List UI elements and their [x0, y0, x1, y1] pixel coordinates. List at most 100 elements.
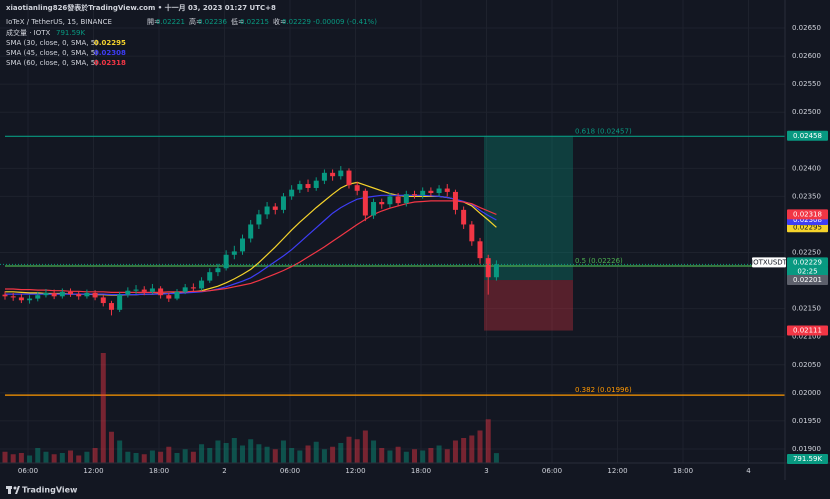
candle-body — [2, 294, 8, 297]
volume-bar — [346, 436, 352, 463]
volume-bar — [68, 450, 74, 463]
volume-bar — [461, 438, 467, 463]
volume-bar — [10, 454, 16, 463]
volume-bar — [248, 439, 254, 463]
volume-bar — [289, 448, 295, 463]
volume-bar — [264, 446, 270, 463]
profit-zone — [484, 135, 573, 281]
volume-bar — [125, 451, 131, 463]
candle-body — [68, 291, 74, 295]
volume-label-bg — [787, 454, 828, 464]
quote-label: 低= — [231, 17, 244, 26]
current-price-label-bg — [787, 257, 828, 268]
sma-name: SMA (45, close, 0, SMA, 5) — [6, 49, 98, 57]
volume-bar — [321, 449, 327, 463]
logo-part — [8, 489, 11, 494]
stop-label-bg — [787, 325, 828, 336]
volume-bar — [313, 441, 319, 463]
candle-body — [493, 264, 499, 278]
x-tick-label: 18:00 — [411, 467, 431, 475]
symbol-label-bg — [752, 257, 786, 268]
volume-bar — [117, 440, 123, 463]
sma-price-label: 0.02295 — [793, 223, 822, 231]
candle-body — [452, 191, 458, 210]
logo-part — [15, 486, 20, 494]
x-tick-label: 12:00 — [345, 467, 365, 475]
volume-bar — [27, 455, 33, 463]
volume-bar — [141, 454, 147, 463]
candle-body — [469, 224, 475, 242]
sma-price-label: 0.02308 — [793, 216, 822, 224]
candle-body — [297, 184, 303, 190]
candle-body — [223, 254, 229, 269]
logo — [6, 486, 20, 494]
volume-bar — [371, 440, 377, 463]
candle-body — [231, 251, 237, 255]
sma-name: SMA (60, close, 0, SMA, 5) — [6, 59, 98, 67]
volume-bar — [190, 451, 196, 463]
candle-body — [166, 295, 172, 299]
volume-bar — [100, 353, 106, 463]
x-tick-label: 12:00 — [83, 467, 103, 475]
volume-bar — [18, 453, 24, 463]
volume-bar — [412, 449, 417, 463]
quote-value: 0.02229 — [282, 18, 311, 26]
volume-bar — [354, 439, 360, 463]
volume-bar — [436, 445, 442, 463]
x-tick-label: 12:00 — [607, 467, 627, 475]
x-tick-label: 06:00 — [542, 467, 562, 475]
volume-bar — [272, 449, 278, 463]
quote-label: 收= — [273, 17, 286, 26]
x-tick-label: 4 — [746, 467, 751, 475]
volume-bar — [493, 453, 499, 463]
candle-body — [420, 190, 426, 196]
fib-label: 0.382 (0.01996) — [575, 386, 632, 394]
candle-body — [35, 295, 41, 299]
volume-bar — [108, 431, 114, 463]
candle-body — [371, 202, 377, 216]
candle-body — [485, 258, 491, 278]
y-tick-label: 0.02650 — [792, 24, 821, 32]
candle-body — [436, 188, 442, 194]
candle-body — [133, 289, 139, 291]
candle-body — [461, 209, 467, 225]
candle-body — [125, 290, 131, 295]
volume-bar — [2, 451, 8, 463]
candle-body — [305, 184, 311, 188]
candle-body — [149, 288, 155, 292]
candle-body — [313, 180, 319, 188]
entry-label: 0.02201 — [793, 276, 822, 284]
volume-bar — [477, 430, 483, 463]
candle-body — [395, 196, 401, 204]
volume-bar — [452, 440, 458, 463]
x-tick-label: 06:00 — [18, 467, 38, 475]
volume-bar — [469, 435, 475, 463]
y-tick-label: 0.02400 — [792, 164, 821, 172]
candle-body — [354, 185, 360, 191]
volume-title: 成交量 · IOTX — [6, 28, 51, 37]
volume-bar — [231, 438, 237, 463]
volume-bar — [362, 430, 368, 463]
y-tick-label: 0.01950 — [792, 417, 821, 425]
volume-bar — [420, 450, 426, 463]
y-tick-label: 0.02050 — [792, 361, 821, 369]
x-tick-label: 2 — [222, 467, 226, 475]
candle-body — [403, 194, 409, 204]
candle-body — [379, 202, 385, 205]
candle-body — [444, 188, 450, 192]
quote-value: 0.02221 — [156, 18, 185, 26]
footer-bar — [0, 480, 830, 499]
volume-bar — [305, 445, 311, 463]
sma-name: SMA (30, close, 0, SMA, 5) — [6, 39, 98, 47]
footer-brand: TradingView — [22, 486, 78, 495]
candle-body — [338, 170, 344, 177]
candle-body — [199, 280, 205, 289]
volume-bar — [51, 454, 57, 463]
volume-bar — [387, 450, 393, 463]
volume-bar — [199, 444, 205, 463]
sma-value: 0.02318 — [94, 59, 126, 67]
fib-label: 0.5 (0.02226) — [575, 257, 623, 265]
symbol: IoTeX / TetherUS, 15, BINANCE — [6, 18, 112, 26]
candle-body — [18, 297, 24, 301]
